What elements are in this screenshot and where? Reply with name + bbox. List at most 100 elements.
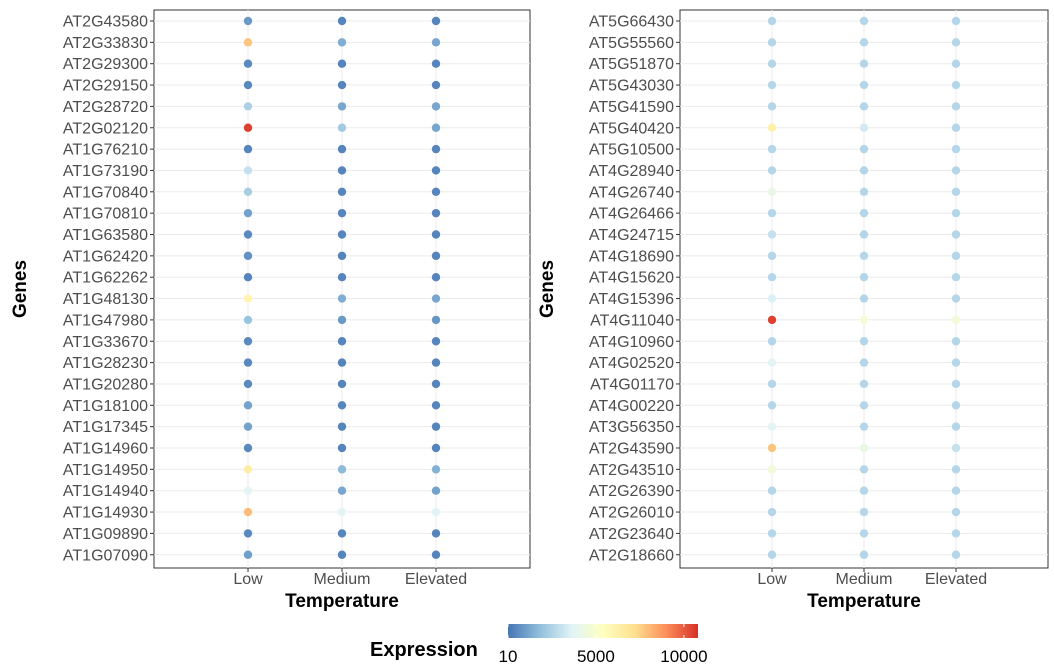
data-point: [337, 422, 347, 431]
x-tick-labels: Low Medium Elevated: [233, 568, 467, 588]
data-point: [859, 465, 869, 474]
data-point: [243, 59, 253, 68]
y-tick-label: AT2G29300: [63, 56, 148, 73]
data-point: [767, 422, 777, 431]
data-point: [431, 16, 441, 26]
data-point: [859, 123, 869, 132]
data-point: [431, 251, 441, 261]
y-tick-label: AT1G14950: [63, 462, 148, 479]
x-tick-label: Elevated: [925, 571, 987, 588]
data-point: [243, 294, 253, 303]
data-point: [243, 529, 253, 538]
data-point: [243, 401, 253, 410]
data-point: [859, 422, 869, 431]
data-point: [951, 230, 961, 239]
data-point: [951, 443, 961, 453]
data-point: [767, 166, 777, 175]
y-tick-label: AT4G15396: [589, 291, 674, 308]
y-tick-label: AT2G33830: [63, 35, 148, 52]
data-point: [243, 337, 253, 346]
data-point: [951, 358, 961, 367]
data-point: [767, 123, 777, 132]
data-point: [431, 379, 441, 389]
data-point: [431, 230, 441, 239]
data-point: [337, 80, 347, 90]
y-tick-label: AT1G63580: [63, 227, 148, 244]
legend-ticks: 10 5000 10000: [499, 624, 708, 666]
data-point: [431, 59, 441, 68]
legend-tick-label: 5000: [577, 647, 615, 666]
y-tick-label: AT5G55560: [589, 35, 674, 52]
data-point: [243, 187, 253, 196]
data-point: [337, 443, 347, 453]
data-point: [337, 230, 347, 239]
data-point: [431, 187, 441, 196]
y-tick-label: AT2G18660: [589, 547, 674, 564]
data-point: [951, 337, 961, 346]
data-point: [767, 59, 777, 68]
data-point: [243, 144, 253, 154]
data-point: [951, 80, 961, 90]
y-tick-label: AT2G43510: [589, 462, 674, 479]
y-tick-label: AT1G48130: [63, 291, 148, 308]
y-tick-label: AT4G00220: [589, 398, 674, 415]
y-tick-label: AT2G02120: [63, 120, 148, 137]
data-point: [431, 123, 441, 132]
data-point: [951, 294, 961, 303]
data-point: [243, 208, 253, 218]
data-point: [337, 294, 347, 303]
data-point: [431, 529, 441, 538]
legend-tick-label: 10: [499, 647, 518, 666]
data-point: [951, 208, 961, 218]
y-tick-label: AT4G10960: [589, 334, 674, 351]
data-point: [337, 38, 347, 47]
data-point: [431, 486, 441, 495]
right-panel: AT5G66430 AT5G55560 AT5G51870 AT5G43030 AT5G…: [537, 9, 1049, 612]
y-tick-label: AT4G26740: [589, 184, 674, 201]
y-tick-label: AT4G18690: [589, 248, 674, 265]
data-point: [767, 358, 777, 367]
y-tick-label: AT4G11040: [590, 312, 674, 329]
data-point: [337, 166, 347, 175]
y-tick-label: AT5G40420: [589, 120, 674, 137]
data-point: [767, 443, 777, 453]
data-point: [243, 550, 253, 559]
data-point: [859, 80, 869, 90]
data-point: [859, 166, 869, 175]
data-point: [951, 465, 961, 474]
data-points: [243, 16, 441, 559]
y-tick-label: AT2G29150: [63, 78, 148, 95]
data-point: [243, 38, 253, 47]
y-tick-labels: AT5G66430 AT5G55560 AT5G51870 AT5G43030 AT5G…: [589, 14, 680, 564]
data-point: [337, 59, 347, 68]
data-point: [767, 315, 777, 325]
data-point: [431, 273, 441, 282]
x-axis-title: Temperature: [285, 591, 399, 612]
data-point: [243, 486, 253, 495]
data-point: [859, 337, 869, 346]
y-tick-label: AT1G14960: [63, 441, 148, 458]
data-points: [767, 16, 961, 559]
data-point: [337, 401, 347, 410]
y-tick-label: AT4G01170: [590, 376, 674, 393]
y-tick-label: AT4G15620: [589, 270, 674, 287]
data-point: [431, 144, 441, 154]
data-point: [767, 507, 777, 517]
y-tick-label: AT1G28230: [63, 355, 148, 372]
legend-colorbar: [508, 624, 698, 638]
data-point: [859, 38, 869, 47]
data-point: [767, 379, 777, 389]
data-point: [951, 16, 961, 26]
y-tick-label: AT1G62262: [63, 270, 148, 287]
data-point: [431, 507, 441, 517]
data-point: [859, 550, 869, 559]
data-point: [951, 422, 961, 431]
data-point: [859, 401, 869, 410]
data-point: [337, 144, 347, 154]
data-point: [243, 273, 253, 282]
x-axis-title: Temperature: [807, 591, 921, 612]
color-legend: Expression 10 5000 10000: [370, 624, 708, 666]
y-tick-label: AT1G14940: [63, 483, 148, 500]
data-point: [243, 251, 253, 261]
